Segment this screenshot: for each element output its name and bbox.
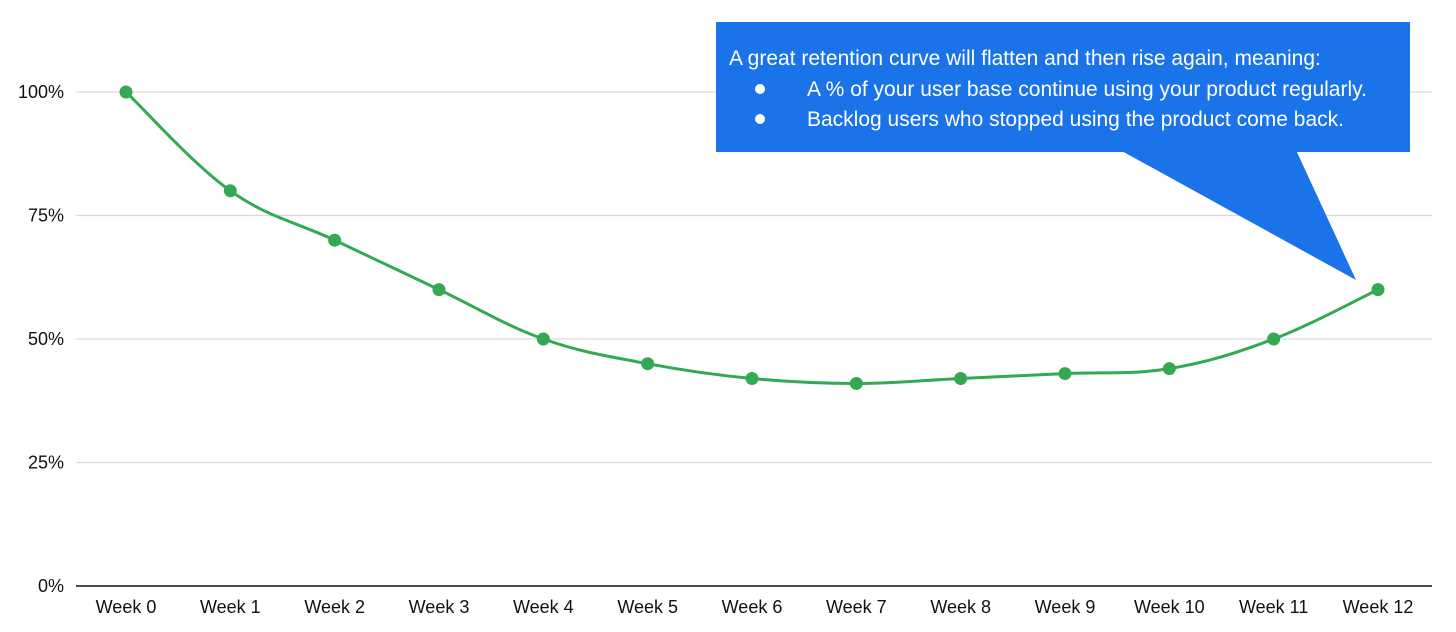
callout-box <box>716 22 1410 152</box>
data-point <box>1058 367 1072 381</box>
x-tick-label: Week 6 <box>722 597 783 617</box>
data-point <box>536 332 550 346</box>
callout-bullet-2: Backlog users who stopped using the prod… <box>807 108 1344 131</box>
x-tick-label: Week 3 <box>409 597 470 617</box>
data-points <box>119 85 1385 390</box>
x-tick-label: Week 12 <box>1343 597 1414 617</box>
x-tick-label: Week 4 <box>513 597 574 617</box>
y-axis-ticks: 0% 25% 50% 75% 100% <box>18 82 64 596</box>
x-tick-label: Week 5 <box>617 597 678 617</box>
x-tick-label: Week 2 <box>304 597 365 617</box>
x-tick-label: Week 8 <box>930 597 991 617</box>
data-point <box>849 376 863 390</box>
data-point <box>432 283 446 297</box>
data-point <box>328 233 342 247</box>
y-tick-label: 0% <box>38 576 64 596</box>
x-tick-label: Week 1 <box>200 597 261 617</box>
x-tick-label: Week 11 <box>1239 597 1308 617</box>
data-point <box>223 184 237 198</box>
x-tick-label: Week 0 <box>96 597 157 617</box>
callout-pointer <box>1120 150 1356 280</box>
data-point <box>954 372 968 386</box>
data-point <box>745 372 759 386</box>
x-tick-label: Week 9 <box>1035 597 1096 617</box>
data-point <box>1371 283 1385 297</box>
callout-heading: A great retention curve will flatten and… <box>729 47 1321 70</box>
x-tick-label: Week 7 <box>826 597 887 617</box>
y-tick-label: 25% <box>28 453 64 473</box>
callout-bullet-1: A % of your user base continue using you… <box>807 78 1367 101</box>
data-point <box>1162 362 1176 376</box>
x-tick-label: Week 10 <box>1134 597 1205 617</box>
data-point <box>641 357 655 371</box>
data-point <box>119 85 133 99</box>
callout-bullet-dot <box>755 84 765 94</box>
y-tick-label: 75% <box>28 206 64 226</box>
x-axis-ticks: Week 0 Week 1 Week 2 Week 3 Week 4 Week 5 Week… <box>96 597 1414 617</box>
y-tick-label: 50% <box>28 329 64 349</box>
data-point <box>1267 332 1281 346</box>
callout-bullet-dot <box>755 114 765 124</box>
y-tick-label: 100% <box>18 82 64 102</box>
annotation-callout: A great retention curve will flatten and… <box>716 22 1410 280</box>
